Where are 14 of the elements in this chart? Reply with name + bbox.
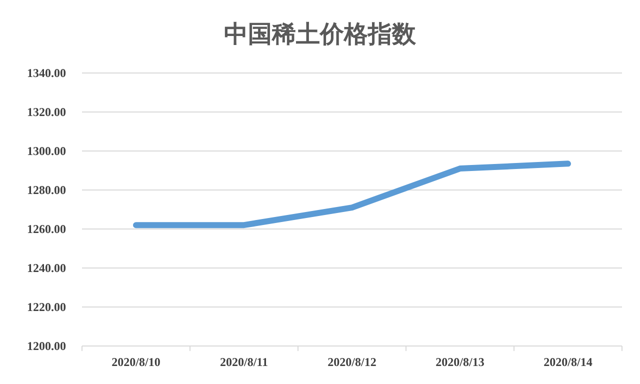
y-tick-label: 1200.00 <box>27 339 66 353</box>
x-tick-label: 2020/8/13 <box>436 355 484 369</box>
chart-title: 中国稀土价格指数 <box>224 20 417 48</box>
y-tick-label: 1320.00 <box>27 105 66 119</box>
y-tick-label: 1220.00 <box>27 300 66 314</box>
x-tick-label: 2020/8/12 <box>328 355 376 369</box>
y-tick-label: 1260.00 <box>27 222 66 236</box>
x-tick-label: 2020/8/10 <box>112 355 160 369</box>
y-tick-label: 1280.00 <box>27 183 66 197</box>
y-tick-label: 1240.00 <box>27 261 66 275</box>
y-tick-label: 1340.00 <box>27 66 66 80</box>
x-tick-label: 2020/8/14 <box>544 355 592 369</box>
y-tick-label: 1300.00 <box>27 144 66 158</box>
x-tick-label: 2020/8/11 <box>220 355 268 369</box>
